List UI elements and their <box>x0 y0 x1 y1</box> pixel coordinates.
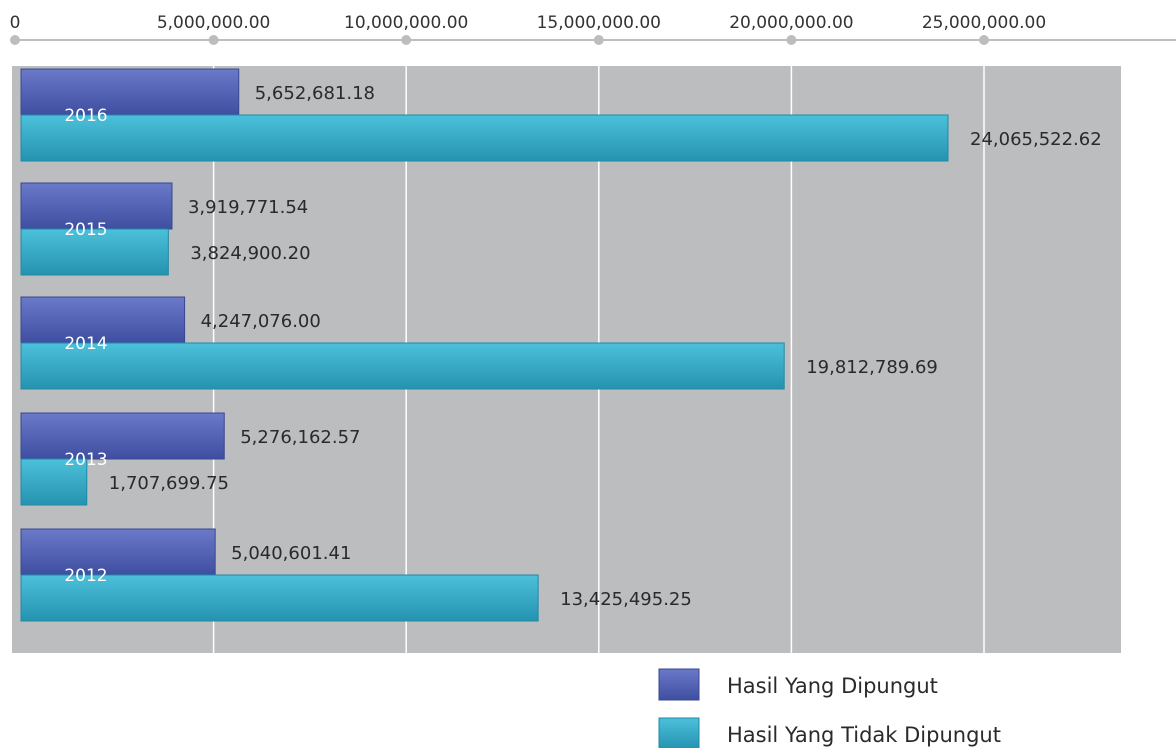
data-label: 3,919,771.54 <box>188 197 308 218</box>
x-tick-label: 10,000,000.00 <box>344 13 468 33</box>
bar <box>20 574 539 622</box>
legend-swatch <box>658 668 700 701</box>
category-label: 2012 <box>64 566 107 586</box>
axis-tick-dot <box>786 35 797 45</box>
x-axis: 0 5,000,000.00 10,000,000.00 15,000,000.00 2… <box>10 13 1176 45</box>
x-tick-label: 15,000,000.00 <box>537 13 661 33</box>
data-label: 5,276,162.57 <box>240 427 360 448</box>
bar <box>20 528 216 576</box>
category-label: 2016 <box>64 106 107 126</box>
x-tick-label: 20,000,000.00 <box>729 13 853 33</box>
data-label: 5,040,601.41 <box>231 543 351 564</box>
bar <box>20 228 169 276</box>
data-label: 4,247,076.00 <box>201 311 321 332</box>
category-label: 2014 <box>64 334 107 354</box>
data-labels: 5,652,681.18 24,065,522.62 2016 3,919,771.5… <box>64 83 1101 610</box>
axis-tick-dot <box>208 35 219 45</box>
legend-swatch <box>658 717 700 748</box>
bar <box>20 114 949 162</box>
axis-tick-dot <box>10 35 20 45</box>
x-tick-label: 25,000,000.00 <box>922 13 1046 33</box>
legend-label: Hasil Yang Tidak Dipungut <box>727 723 1001 747</box>
category-label: 2013 <box>64 450 107 470</box>
bars <box>20 68 949 622</box>
legend: Hasil Yang Dipungut Hasil Yang Tidak Dipu… <box>658 668 1001 748</box>
data-label: 1,707,699.75 <box>109 473 229 494</box>
data-label: 5,652,681.18 <box>255 83 375 104</box>
bar <box>20 412 225 460</box>
bar <box>20 458 88 506</box>
bar <box>20 342 785 390</box>
axis-tick-dot <box>401 35 412 45</box>
x-tick-label: 5,000,000.00 <box>157 13 271 33</box>
data-label: 3,824,900.20 <box>190 243 310 264</box>
x-tick-label: 0 <box>10 13 21 33</box>
category-label: 2015 <box>64 220 107 240</box>
bar <box>20 68 240 116</box>
data-label: 24,065,522.62 <box>970 129 1102 150</box>
data-label: 13,425,495.25 <box>560 589 692 610</box>
legend-label: Hasil Yang Dipungut <box>727 674 938 698</box>
data-label: 19,812,789.69 <box>806 357 938 378</box>
axis-tick-dot <box>593 35 604 45</box>
axis-tick-dot <box>979 35 989 45</box>
